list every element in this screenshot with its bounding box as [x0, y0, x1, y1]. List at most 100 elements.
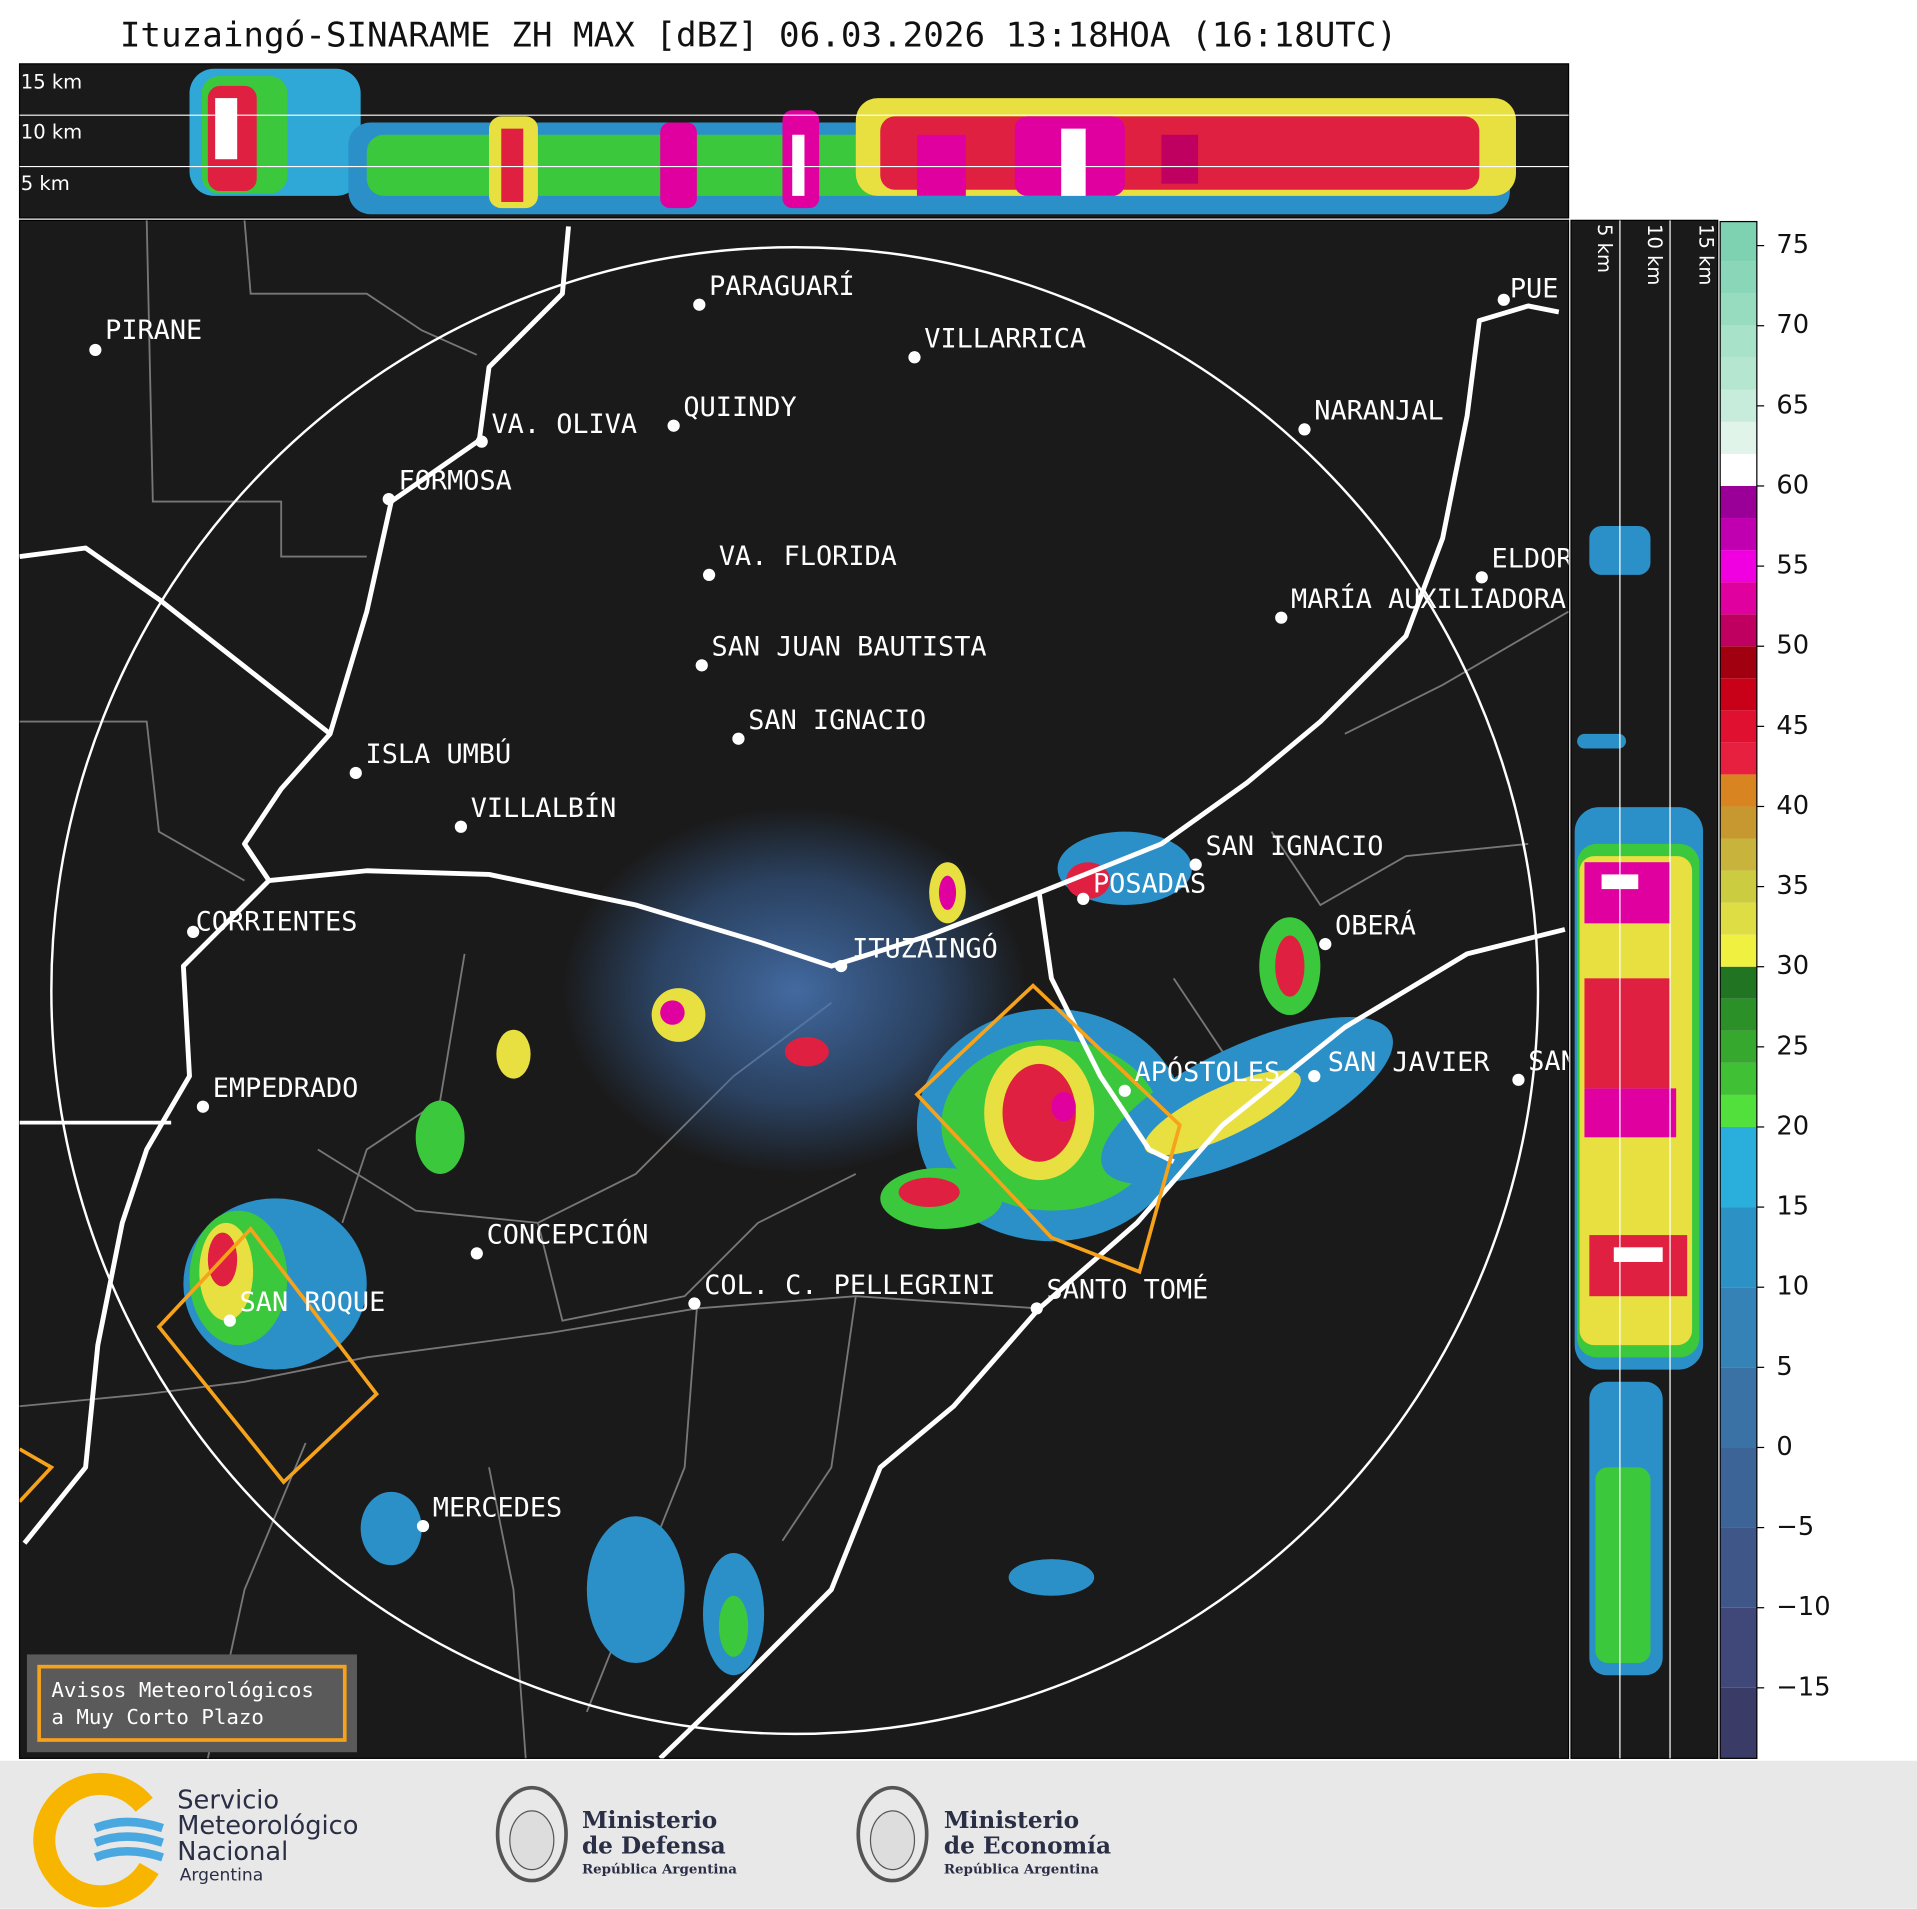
city-label: ELDORADO [1492, 544, 1621, 575]
city-dot [1512, 1073, 1525, 1086]
colorbar-segment [1720, 485, 1757, 519]
city-dot [196, 1100, 210, 1113]
logo-text: República Argentina [944, 1861, 1099, 1877]
colorbar-segment [1720, 838, 1757, 871]
colorbar-tick-label: 35 [1776, 871, 1809, 901]
colorbar-segment [1720, 518, 1757, 551]
city-label: SAN [1528, 1046, 1577, 1077]
colorbar-segment [1720, 1094, 1757, 1127]
colorbar-segment [1720, 902, 1757, 935]
city-dot [475, 435, 488, 448]
smn-logo: Servicio Meteorológico Nacional Argentin… [33, 1772, 358, 1908]
city-label: VILLALBÍN [471, 792, 617, 824]
logo-text: Argentina [180, 1866, 263, 1886]
city-dot [1275, 611, 1288, 624]
colorbar-segment [1720, 614, 1757, 647]
city-dot [349, 766, 362, 780]
colorbar-tick-label: −15 [1776, 1672, 1830, 1702]
logo-text: Ministerio [582, 1807, 717, 1834]
colorbar-segment [1720, 646, 1757, 679]
height-label: 15 km [1694, 224, 1717, 285]
warning-box-bg [26, 1654, 357, 1753]
city-label: MARÍA AUXILIADORA [1291, 583, 1566, 615]
height-label: 10 km [1643, 224, 1666, 285]
title: Ituzaingó-SINARAME ZH MAX [dBZ] 06.03.20… [120, 16, 1397, 56]
city-label: POSADAS [1093, 869, 1206, 900]
logo-text: Meteorológico [177, 1811, 358, 1841]
colorbar-segment [1720, 774, 1757, 807]
colorbar-segment [1720, 582, 1757, 615]
city-dot [416, 1519, 430, 1533]
colorbar-tick-label: 70 [1776, 310, 1809, 340]
colorbar-frame [1719, 220, 1758, 1759]
colorbar-tick-label: 5 [1776, 1352, 1792, 1382]
city-dot [1298, 423, 1311, 436]
colorbar-segment [1720, 934, 1757, 967]
logo-text: Ministerio [944, 1807, 1079, 1834]
city-dot [1308, 1070, 1321, 1083]
colorbar-segment [1720, 1607, 1757, 1688]
colorbar-tick-label: 30 [1776, 951, 1809, 981]
city-label: QUIINDY [683, 392, 796, 423]
borders [19, 220, 1569, 1759]
city-dot [223, 1314, 236, 1327]
colorbar-segment [1720, 1527, 1757, 1608]
colorbar-segment [1720, 389, 1757, 422]
colorbar-segment [1720, 998, 1757, 1031]
colorbar-segment [1720, 421, 1757, 454]
colorbar-tick-label: 10 [1776, 1272, 1809, 1302]
city-label: PUE [1510, 273, 1559, 304]
colorbar-segment [1720, 261, 1757, 294]
city-label: FORMOSA [399, 465, 512, 496]
city-label: APÓSTOLES [1135, 1056, 1281, 1088]
colorbar-tick-label: 40 [1776, 791, 1809, 821]
city-dot [1118, 1084, 1131, 1097]
height-label: 5 km [21, 172, 70, 195]
colorbar-tick-label: −10 [1776, 1592, 1830, 1622]
city-dot [702, 568, 716, 582]
colorbar-segment [1720, 1687, 1757, 1759]
city-dot [1319, 937, 1332, 951]
city-dot [1077, 892, 1090, 905]
colorbar-tick-label: 25 [1776, 1031, 1809, 1061]
city-dot [667, 419, 680, 432]
colorbar-tick-label: 60 [1776, 470, 1809, 500]
logo-text: Nacional [177, 1837, 288, 1867]
map-content: PIRANE PARAGUARÍ VILLARRICA VA. OLIVA QUIIND… [19, 220, 1621, 1759]
clutter [562, 807, 1027, 1174]
height-label: 15 km [21, 70, 82, 93]
colorbar-segment [1720, 710, 1757, 743]
city-dot [454, 820, 468, 833]
city-label: COL. C. PELLEGRINI [704, 1270, 995, 1301]
footer-bg [0, 1760, 1917, 1909]
colorbar-segment [1720, 453, 1757, 486]
height-label: 10 km [21, 120, 82, 143]
city-label: CONCEPCIÓN [487, 1219, 649, 1251]
city-label: SAN IGNACIO [748, 705, 926, 736]
city-label: PARAGUARÍ [709, 270, 855, 302]
colorbar-segment [1720, 550, 1757, 583]
colorbar-segment [1720, 1207, 1757, 1288]
city-label: MERCEDES [433, 1492, 562, 1523]
city-label: SAN IGNACIO [1205, 831, 1383, 862]
city-label: VILLARRICA [924, 323, 1086, 354]
colorbar-segment [1720, 742, 1757, 775]
city-label: EMPEDRADO [213, 1073, 359, 1104]
city-label: OBERÁ [1335, 909, 1416, 941]
city-dot [470, 1247, 483, 1260]
city-label: CORRIENTES [196, 907, 358, 938]
city-label: SANTO TOMÉ [1047, 1274, 1209, 1306]
city-label: VA. OLIVA [491, 409, 637, 440]
city-dot [1030, 1302, 1043, 1315]
warning-box [37, 1664, 347, 1742]
range-ring [50, 246, 1540, 1736]
economia-logo: Ministerio de Economía República Argenti… [856, 1785, 1111, 1883]
colorbar-segment [1720, 1447, 1757, 1528]
height-label: 5 km [1593, 224, 1616, 273]
city-label: SAN JUAN BAUTISTA [712, 632, 987, 663]
city-dot [732, 732, 745, 745]
city-label: ITUZAINGÓ [852, 933, 998, 965]
colorbar-segment [1720, 357, 1757, 390]
